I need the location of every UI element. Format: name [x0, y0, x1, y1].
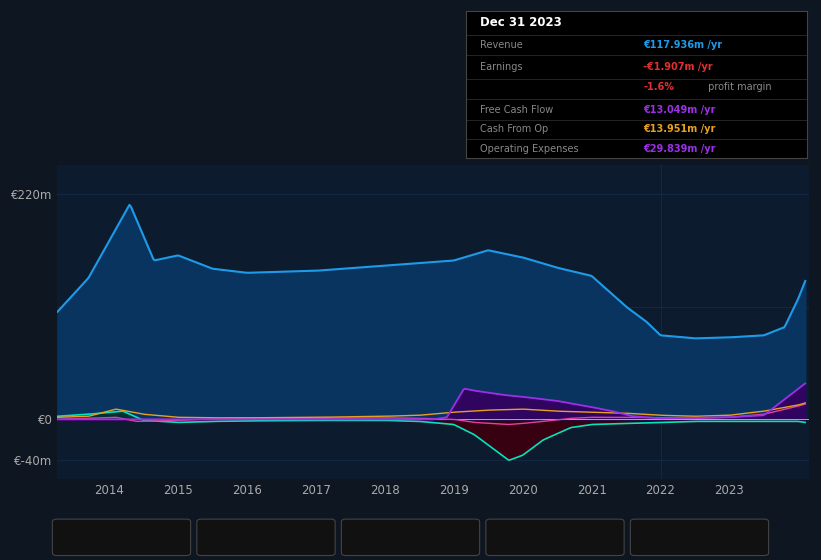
Text: ●: ● [222, 533, 230, 543]
Text: Operating Expenses: Operating Expenses [640, 533, 745, 543]
Text: Free Cash Flow: Free Cash Flow [365, 533, 443, 543]
Text: profit margin: profit margin [704, 82, 772, 92]
Text: €29.839m /yr: €29.839m /yr [644, 144, 716, 155]
Text: Dec 31 2023: Dec 31 2023 [480, 16, 562, 30]
Text: Earnings: Earnings [480, 62, 522, 72]
Text: Operating Expenses: Operating Expenses [480, 144, 579, 155]
Text: €117.936m /yr: €117.936m /yr [644, 40, 722, 50]
Text: €13.049m /yr: €13.049m /yr [644, 105, 716, 114]
Text: Revenue: Revenue [92, 533, 137, 543]
Text: ●: ● [366, 533, 374, 543]
Text: ●: ● [77, 533, 85, 543]
Text: -1.6%: -1.6% [644, 82, 675, 92]
Text: ●: ● [655, 533, 663, 543]
Text: €13.951m /yr: €13.951m /yr [644, 124, 716, 134]
Text: -€1.907m /yr: -€1.907m /yr [644, 62, 713, 72]
Text: Revenue: Revenue [480, 40, 523, 50]
Text: Cash From Op: Cash From Op [480, 124, 548, 134]
Text: ●: ● [511, 533, 519, 543]
Text: Free Cash Flow: Free Cash Flow [480, 105, 553, 114]
Text: Cash From Op: Cash From Op [511, 533, 585, 543]
Text: Earnings: Earnings [236, 533, 282, 543]
